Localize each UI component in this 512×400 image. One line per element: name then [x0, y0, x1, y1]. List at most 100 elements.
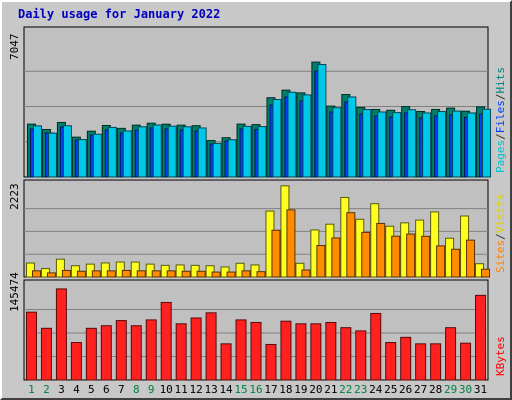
series-legend: KBytes: [494, 336, 507, 376]
day-tick-label: 7: [118, 383, 125, 396]
bar-sites-day-22: [346, 212, 356, 278]
bar-sites-day-27: [421, 235, 431, 278]
bar-kbytes-day-22: [340, 327, 352, 381]
day-tick-label: 12: [190, 383, 203, 396]
bar-kbytes-day-25: [385, 342, 397, 381]
bar-kbytes-day-9: [145, 319, 157, 381]
bar-sites-day-2: [46, 272, 56, 278]
bar-visits-day-6: [100, 262, 110, 278]
bar-visits-day-13: [205, 265, 215, 278]
day-tick-label: 11: [175, 383, 188, 396]
bar-pages-day-23: [362, 109, 372, 178]
bar-visits-day-8: [130, 261, 140, 278]
bar-pages-day-6: [107, 126, 117, 178]
day-tick-label: 31: [474, 383, 487, 396]
bar-kbytes-day-12: [190, 317, 202, 381]
bar-visits-day-3: [55, 258, 65, 278]
legend-entry: KBytes: [494, 336, 507, 376]
bar-sites-day-7: [121, 269, 131, 278]
bar-pages-day-11: [182, 126, 192, 178]
legend-entry: Files: [494, 100, 507, 133]
bar-kbytes-day-11: [175, 323, 187, 381]
day-tick-label: 17: [264, 383, 277, 396]
bar-sites-day-16: [256, 271, 266, 278]
bar-pages-day-25: [392, 112, 402, 178]
day-tick-label: 19: [294, 383, 307, 396]
day-tick-label: 2: [43, 383, 50, 396]
bar-pages-day-1: [32, 125, 42, 178]
bar-sites-day-24: [376, 222, 386, 278]
bar-sites-day-1: [31, 270, 41, 278]
bar-pages-day-14: [227, 139, 237, 178]
bar-sites-day-29: [451, 248, 461, 278]
day-tick-label: 21: [324, 383, 337, 396]
series-legend: Sites/Visits: [494, 194, 507, 274]
bar-kbytes-day-19: [295, 323, 307, 381]
bar-pages-day-12: [197, 127, 207, 178]
bar-sites-day-17: [271, 229, 281, 278]
bar-kbytes-day-28: [430, 343, 442, 381]
bar-pages-day-9: [152, 124, 162, 178]
bar-sites-day-11: [181, 270, 191, 278]
bar-sites-day-5: [91, 270, 101, 278]
day-tick-label: 3: [58, 383, 65, 396]
day-tick-label: 22: [339, 383, 352, 396]
axis-max-label: 145474: [8, 272, 21, 312]
legend-entry: /: [494, 133, 507, 140]
bar-sites-day-13: [211, 271, 221, 278]
bar-pages-day-8: [137, 126, 147, 178]
bar-kbytes-day-10: [160, 301, 172, 381]
bar-pages-day-28: [437, 111, 447, 178]
bar-kbytes-day-13: [205, 312, 217, 381]
day-tick-label: 23: [354, 383, 367, 396]
bar-kbytes-day-5: [85, 327, 97, 381]
axis-max-label: 2223: [8, 183, 21, 210]
bar-pages-day-30: [467, 112, 477, 178]
bar-kbytes-day-17: [265, 343, 277, 381]
bar-sites-day-15: [241, 270, 251, 278]
bar-sites-day-25: [391, 235, 401, 278]
bar-pages-day-7: [122, 130, 132, 178]
legend-entry: Hits: [494, 67, 507, 94]
bar-pages-day-5: [92, 133, 102, 178]
day-tick-label: 6: [103, 383, 110, 396]
bar-kbytes-day-20: [310, 323, 322, 381]
bar-visits-day-16: [250, 264, 260, 278]
day-tick-label: 1: [28, 383, 35, 396]
bar-pages-day-10: [167, 125, 177, 178]
day-tick-label: 20: [309, 383, 322, 396]
bar-sites-day-3: [61, 269, 71, 278]
bar-pages-day-16: [257, 126, 267, 178]
bar-sites-day-4: [76, 270, 86, 278]
day-tick-label: 26: [399, 383, 412, 396]
panel-kbytes: 145474 KBytes: [8, 272, 507, 381]
day-tick-label: 13: [204, 383, 217, 396]
bar-kbytes-day-30: [460, 342, 472, 381]
bar-sites-day-20: [316, 245, 326, 278]
legend-entry: Visits: [494, 194, 507, 234]
bar-kbytes-day-27: [415, 343, 427, 381]
bar-kbytes-day-31: [475, 294, 487, 381]
day-tick-label: 5: [88, 383, 95, 396]
series-legend: Pages/Files/Hits: [494, 67, 507, 173]
legend-entry: /: [494, 233, 507, 240]
bar-kbytes-day-29: [445, 327, 457, 381]
day-tick-label: 16: [249, 383, 262, 396]
legend-entry: /: [494, 94, 507, 101]
bar-kbytes-day-7: [115, 320, 127, 381]
bar-kbytes-day-3: [55, 288, 67, 381]
bar-kbytes-day-1: [25, 311, 37, 381]
bar-pages-day-2: [47, 132, 57, 178]
bar-kbytes-day-21: [325, 321, 337, 381]
bar-visits-day-15: [235, 262, 245, 278]
day-tick-label: 27: [414, 383, 427, 396]
bar-sites-day-21: [331, 237, 341, 278]
bar-visits-day-28: [430, 211, 440, 278]
bar-kbytes-day-6: [100, 325, 112, 381]
bar-pages-day-15: [242, 125, 252, 178]
bar-pages-day-27: [422, 112, 432, 178]
day-tick-label: 15: [234, 383, 247, 396]
bar-kbytes-day-24: [370, 312, 382, 381]
bar-pages-day-20: [317, 63, 327, 178]
